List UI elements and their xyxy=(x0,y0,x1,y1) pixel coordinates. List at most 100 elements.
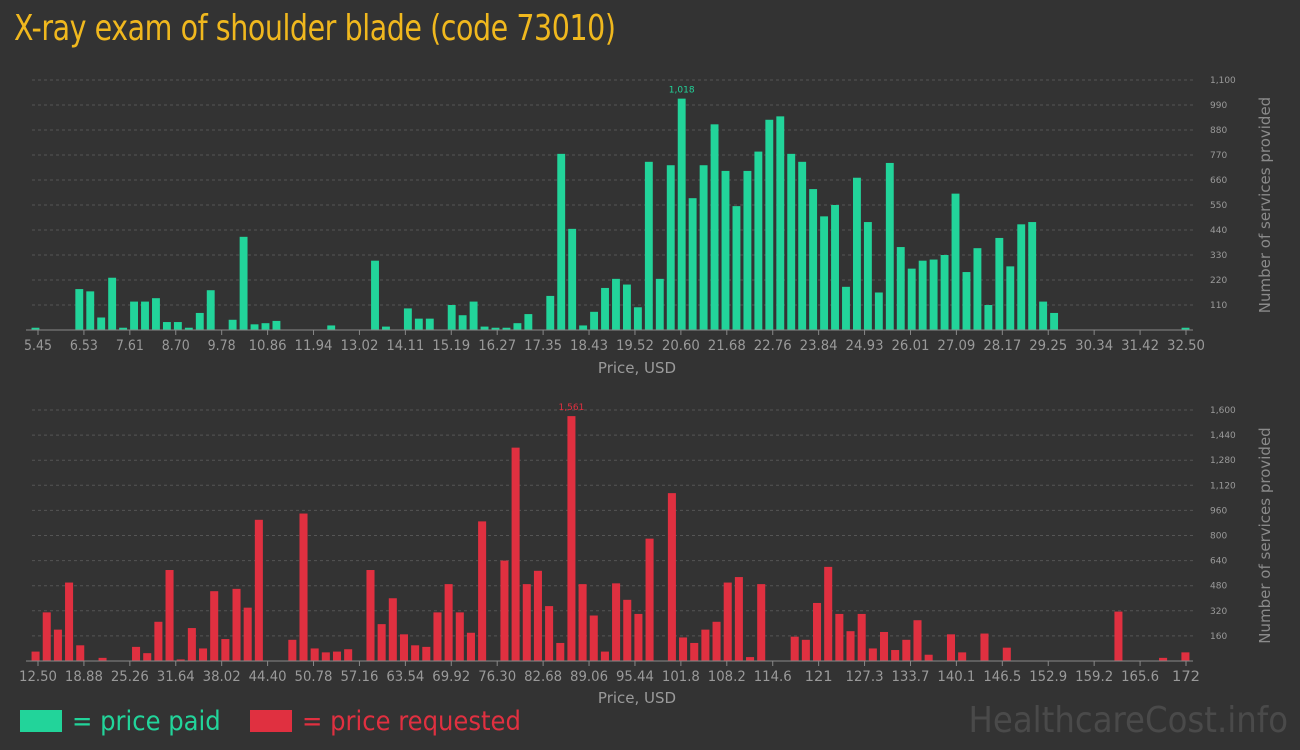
paid-chart-bar xyxy=(31,327,40,330)
requested-chart-bar xyxy=(444,584,453,661)
paid-chart-bar xyxy=(743,170,752,330)
requested-chart-bar xyxy=(478,521,487,661)
paid-chart-bar xyxy=(250,324,259,330)
paid-chart-bar xyxy=(787,153,796,330)
requested-chart-bar xyxy=(332,651,342,661)
paid-chart-bar xyxy=(721,170,730,330)
requested-chart-bar xyxy=(154,621,163,661)
paid-chart-x-tick-label: 18.43 xyxy=(570,338,608,354)
paid-chart-bar xyxy=(524,314,533,330)
paid-chart-x-tick-label: 8.70 xyxy=(162,338,190,354)
paid-chart-x-axis-label: Price, USD xyxy=(598,359,676,377)
requested-chart-bar xyxy=(433,612,442,661)
paid-chart-bar xyxy=(699,165,708,330)
paid-chart-x-tick-label: 24.93 xyxy=(846,338,884,354)
requested-chart-y-tick-label: 1,600 xyxy=(1210,406,1236,416)
requested-chart-bar xyxy=(344,649,353,661)
requested-chart-bar xyxy=(53,629,62,662)
requested-chart-bar xyxy=(902,639,911,661)
paid-chart-bar xyxy=(776,116,785,330)
paid-chart-y-tick-label: 660 xyxy=(1210,176,1227,186)
requested-chart-bar xyxy=(299,513,308,661)
paid-chart-bar xyxy=(579,325,588,330)
paid-chart-bar xyxy=(754,151,763,330)
requested-chart-bar xyxy=(757,584,766,661)
paid-chart-bar xyxy=(1006,266,1015,330)
requested-chart-bar xyxy=(511,447,520,661)
requested-chart-bar xyxy=(813,602,822,661)
requested-chart-bar xyxy=(210,591,219,661)
requested-chart-bar xyxy=(667,493,676,661)
paid-chart-bar xyxy=(633,307,642,330)
paid-chart-y-tick-label: 550 xyxy=(1210,201,1227,211)
paid-chart-bar xyxy=(612,278,620,330)
requested-chart-bar xyxy=(165,570,174,661)
paid-chart-x-tick-label: 16.27 xyxy=(478,338,516,354)
paid-chart-x-tick-label: 28.17 xyxy=(983,338,1021,354)
requested-chart-bar xyxy=(958,652,967,661)
requested-chart-bar xyxy=(388,598,397,661)
requested-chart-bar xyxy=(366,570,375,661)
paid-chart-x-tick-label: 7.61 xyxy=(116,338,144,354)
legend-price-requested: = price requested xyxy=(250,704,521,738)
paid-chart-bar xyxy=(601,287,609,330)
paid-chart-bar xyxy=(907,268,916,330)
paid-chart-bar xyxy=(853,177,861,330)
paid-chart-bar xyxy=(644,161,653,330)
requested-chart-bar xyxy=(578,584,587,661)
legend-swatch-requested xyxy=(250,710,292,732)
requested-chart-x-tick-label: 89.06 xyxy=(570,669,608,685)
price-requested-chart: 160 320 480 640 800 960 1,120 1,280 1,440 1,600 1,… xyxy=(19,403,1274,705)
paid-chart-bar xyxy=(1181,327,1190,330)
legend-price-paid: = price paid xyxy=(20,704,221,738)
requested-chart-bar xyxy=(1114,611,1123,661)
requested-chart-x-tick-label: 69.92 xyxy=(432,669,470,685)
requested-chart-x-tick-label: 101.8 xyxy=(662,669,700,685)
requested-chart-x-tick-label: 76.30 xyxy=(478,669,516,685)
paid-chart-x-tick-label: 19.52 xyxy=(616,338,654,354)
requested-chart-bar xyxy=(879,631,889,661)
paid-chart-bar xyxy=(929,259,938,330)
paid-chart-bar xyxy=(119,327,128,330)
requested-chart-bar xyxy=(132,646,141,661)
requested-chart-bar xyxy=(545,606,554,661)
paid-chart-bar xyxy=(458,315,467,330)
paid-chart-x-tick-label: 23.84 xyxy=(800,338,838,354)
requested-chart-bar xyxy=(1181,652,1190,661)
requested-chart-bar xyxy=(42,612,51,661)
requested-chart-x-tick-label: 38.02 xyxy=(203,669,241,685)
paid-chart-bar xyxy=(184,327,193,330)
requested-chart-x-tick-label: 165.6 xyxy=(1121,669,1159,685)
requested-chart-bar xyxy=(254,519,263,661)
paid-chart-x-tick-label: 22.76 xyxy=(754,338,792,354)
paid-chart-bar xyxy=(206,290,215,330)
paid-chart-y-tick-label: 330 xyxy=(1210,251,1227,261)
requested-chart-x-axis-label: Price, USD xyxy=(598,689,676,705)
paid-chart-bar xyxy=(809,189,818,330)
requested-chart-bar xyxy=(857,613,866,661)
paid-chart-bar xyxy=(1017,224,1026,330)
requested-chart-x-tick-label: 44.40 xyxy=(249,669,287,685)
requested-chart-y-tick-label: 640 xyxy=(1210,557,1227,567)
paid-chart-x-tick-label: 21.68 xyxy=(708,338,746,354)
requested-chart-peak-label: 1,561 xyxy=(559,403,585,413)
paid-chart-bar xyxy=(798,161,807,330)
paid-chart-bar xyxy=(590,311,599,330)
requested-chart-bar xyxy=(288,639,297,661)
legend-label-paid: = price paid xyxy=(72,705,221,737)
requested-chart-bar xyxy=(455,612,464,661)
paid-chart-bar xyxy=(261,323,270,330)
paid-chart-bar xyxy=(984,305,993,330)
requested-chart-bar xyxy=(600,651,609,661)
paid-chart-x-tick-label: 14.11 xyxy=(386,338,424,354)
requested-chart-x-tick-label: 127.3 xyxy=(846,669,884,685)
requested-chart-bar xyxy=(924,654,933,661)
requested-chart-bar xyxy=(377,624,386,661)
paid-chart-x-tick-label: 5.45 xyxy=(24,338,52,354)
page-title: X-ray exam of shoulder blade (code 73010… xyxy=(14,8,616,49)
paid-chart-bar xyxy=(382,326,390,330)
paid-chart-bar xyxy=(863,222,872,330)
requested-chart-bar xyxy=(946,634,956,661)
requested-chart-y-tick-label: 160 xyxy=(1210,632,1227,642)
paid-chart-x-tick-label: 17.35 xyxy=(524,338,562,354)
